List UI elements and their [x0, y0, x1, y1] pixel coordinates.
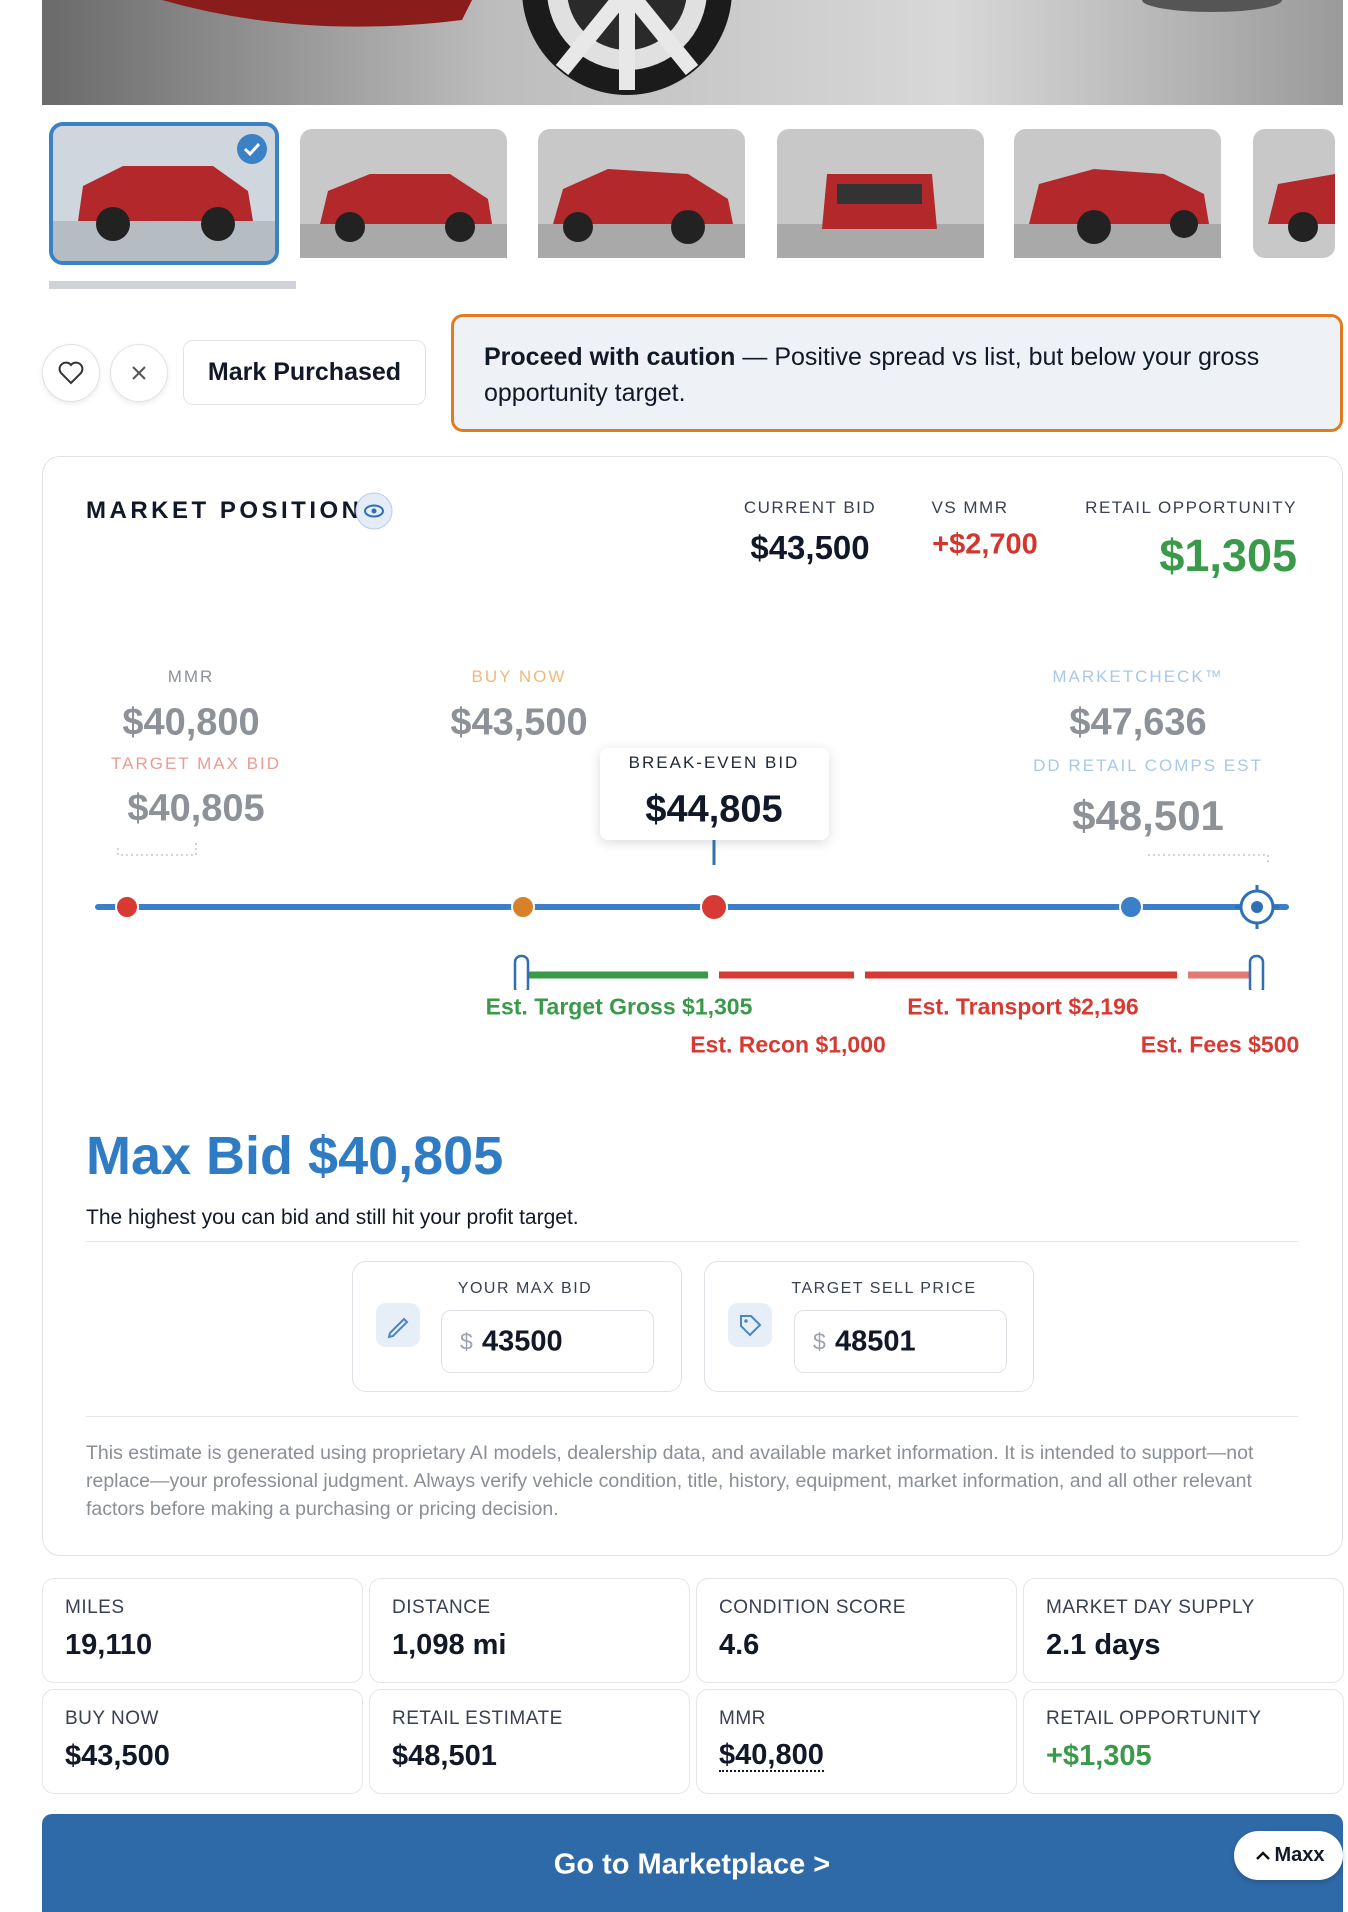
input-prefix: $ [460, 1328, 473, 1355]
stat-label: RETAIL OPPORTUNITY [1046, 1708, 1262, 1729]
stat-value: 19,110 [65, 1629, 153, 1661]
summary-value: +$2,700 [932, 528, 1038, 561]
dismiss-button[interactable] [110, 344, 168, 402]
eye-button[interactable] [355, 492, 393, 530]
stat-label: CONDITION SCORE [719, 1597, 906, 1618]
stat-label: RETAIL ESTIMATE [392, 1708, 563, 1729]
marker-label: MARKETCHECK™ [1052, 667, 1224, 686]
marker-value: $43,500 [450, 701, 588, 744]
max-bid-input[interactable]: $ 43500 [441, 1310, 654, 1373]
position-track [95, 840, 1289, 990]
stat-label: MMR [719, 1708, 766, 1729]
stat-value: 1,098 mi [392, 1629, 507, 1661]
stat-label: DISTANCE [392, 1597, 491, 1618]
stat-value: $48,501 [392, 1740, 497, 1772]
stat-value[interactable]: $40,800 [719, 1739, 824, 1772]
max-bid-title: Max Bid $40,805 [86, 1126, 504, 1186]
stat-value: +$1,305 [1046, 1740, 1152, 1772]
marker-label: TARGET MAX BID [110, 754, 282, 773]
thumbnail-selected[interactable] [49, 122, 279, 265]
pencil-icon [376, 1303, 420, 1347]
scrollbar [49, 281, 296, 289]
target-sell-input[interactable]: $ 48501 [794, 1310, 1007, 1373]
stat-card: DISTANCE 1,098 mi [369, 1578, 690, 1683]
summary-label: VS MMR [931, 498, 1009, 517]
stat-value: $43,500 [65, 1740, 170, 1772]
summary-value: $43,500 [750, 529, 870, 566]
thumbnail-strip[interactable] [300, 129, 1335, 259]
stat-card: MILES 19,110 [42, 1578, 363, 1683]
selected-check [237, 134, 267, 164]
stat-label: MILES [65, 1597, 125, 1618]
input-prefix: $ [813, 1328, 826, 1355]
divider [86, 1241, 1298, 1242]
summary-label: CURRENT BID [743, 498, 877, 517]
stat-value: 2.1 days [1046, 1629, 1161, 1661]
assistant-label: Maxx [1274, 1844, 1325, 1866]
stat-label: MARKET DAY SUPPLY [1046, 1597, 1255, 1618]
input-value: 43500 [482, 1325, 563, 1358]
marker-label: BREAK-EVEN BID [628, 753, 800, 772]
break-even-callout [600, 748, 829, 840]
alert-message: — Positive spread vs list, but below you… [484, 343, 1260, 407]
close-icon [132, 366, 146, 380]
tag-icon [728, 1303, 772, 1347]
mark-purchased-button[interactable]: Mark Purchased [183, 340, 426, 405]
input-label: TARGET SELL PRICE [791, 1280, 977, 1297]
alert-title: Proceed with caution [484, 343, 736, 371]
summary-value: $1,305 [1159, 530, 1297, 581]
hero-image [42, 0, 1343, 105]
max-bid-subtitle: The highest you can bid and still hit yo… [86, 1206, 579, 1229]
stat-card: MARKET DAY SUPPLY 2.1 days [1023, 1578, 1344, 1683]
marker-value: $44,805 [645, 788, 783, 831]
stat-label: BUY NOW [65, 1708, 159, 1729]
market-card [42, 456, 1343, 1556]
marker-value: $48,501 [1072, 792, 1224, 839]
segment-label: Est. Target Gross $1,305 [485, 993, 753, 1020]
marker-label: BUY NOW [471, 667, 567, 686]
stat-card: MMR $40,800 [696, 1689, 1017, 1794]
stat-card: BUY NOW $43,500 [42, 1689, 363, 1794]
button-label: Go to Marketplace > [553, 1848, 831, 1881]
marker-label: DD RETAIL COMPS EST [1033, 756, 1263, 775]
stat-card: RETAIL ESTIMATE $48,501 [369, 1689, 690, 1794]
heart-icon [58, 361, 84, 385]
caution-alert: Proceed with caution — Positive spread v… [451, 314, 1343, 432]
marketplace-button[interactable]: Go to Marketplace > [42, 1814, 1343, 1912]
segment-label: Est. Transport $2,196 [907, 993, 1139, 1020]
chevron-icon [1256, 1850, 1271, 1860]
input-label: YOUR MAX BID [457, 1280, 593, 1297]
marker-label: MMR [167, 667, 215, 686]
favorite-button[interactable] [42, 344, 100, 402]
assistant-button[interactable]: Maxx [1234, 1831, 1343, 1880]
marker-value: $47,636 [1069, 701, 1207, 744]
segment-label: Est. Fees $500 [1140, 1031, 1300, 1058]
marker-value: $40,805 [127, 787, 265, 830]
stat-value: 4.6 [719, 1629, 760, 1661]
section-title: MARKET POSITION [86, 497, 363, 524]
stat-card: CONDITION SCORE 4.6 [696, 1578, 1017, 1683]
stat-card: RETAIL OPPORTUNITY +$1,305 [1023, 1689, 1344, 1794]
disclaimer: This estimate is generated using proprie… [86, 1442, 1254, 1520]
marker-value: $40,800 [122, 701, 260, 744]
segment-label: Est. Recon $1,000 [690, 1031, 886, 1058]
divider [86, 1416, 1298, 1417]
summary-label: RETAIL OPPORTUNITY [1085, 498, 1297, 517]
input-value: 48501 [835, 1325, 916, 1358]
